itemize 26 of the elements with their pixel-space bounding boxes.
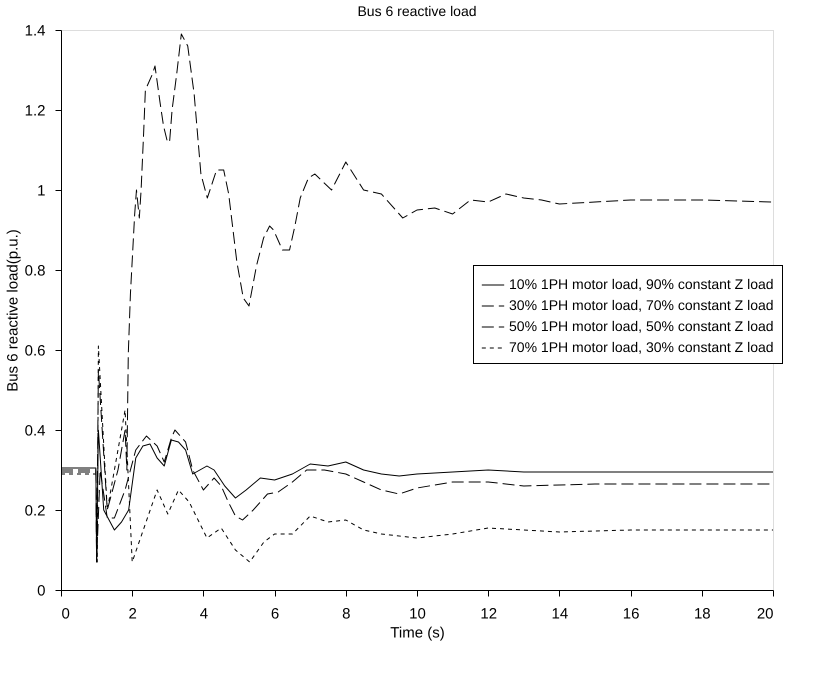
y-tick-label: 0.8 — [24, 262, 46, 280]
legend-label: 50% 1PH motor load, 50% constant Z load — [509, 318, 774, 334]
x-tick-label: 8 — [342, 606, 350, 622]
x-tick-label: 20 — [756, 606, 774, 622]
chart-title: Bus 6 reactive load — [357, 3, 477, 19]
y-tick-label: 0.4 — [24, 422, 46, 440]
y-tick-label: 1 — [37, 182, 46, 200]
y-tick-label: 1.2 — [24, 102, 46, 120]
x-tick-label: 18 — [694, 606, 711, 622]
x-axis-title: Time (s) — [390, 624, 445, 642]
x-tick-label: 2 — [128, 606, 137, 622]
y-tick-label: 0.6 — [24, 342, 46, 360]
y-tick-label: 1.4 — [24, 22, 46, 40]
y-axis-title: Bus 6 reactive load(p.u.) — [4, 229, 22, 392]
x-tick-label: 0 — [62, 606, 70, 622]
x-tick-label: 4 — [200, 606, 208, 622]
x-tick-label: 12 — [480, 606, 498, 622]
legend-label: 30% 1PH motor load, 70% constant Z load — [509, 297, 774, 313]
legend-label: 70% 1PH motor load, 30% constant Z load — [509, 339, 774, 355]
legend-label: 10% 1PH motor load, 90% constant Z load — [509, 276, 774, 292]
x-tick-label: 10 — [409, 606, 426, 622]
x-tick-label: 14 — [552, 606, 568, 622]
x-tick-label: 16 — [622, 606, 640, 622]
y-tick-label: 0.2 — [24, 502, 46, 520]
x-tick-label: 6 — [270, 606, 280, 622]
y-tick-label: 0 — [37, 582, 46, 600]
